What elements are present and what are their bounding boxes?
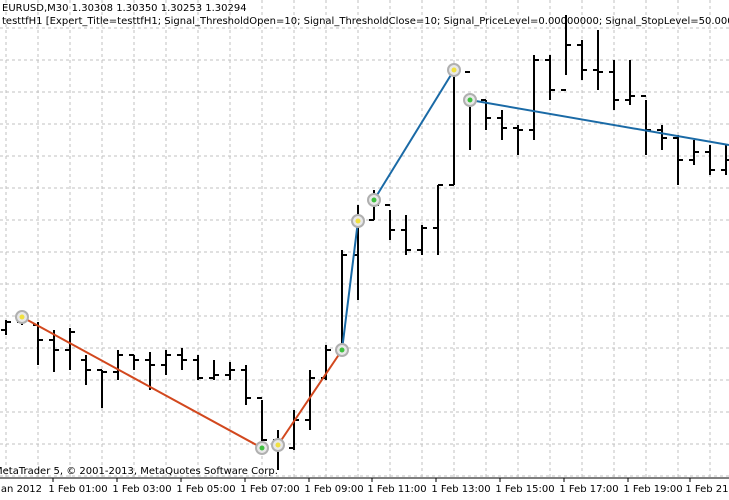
price-bar bbox=[561, 15, 571, 91]
price-bar bbox=[417, 225, 427, 255]
signal-dot bbox=[275, 442, 281, 448]
time-label: 1 Feb 19:00 bbox=[623, 484, 682, 495]
signal-dot bbox=[339, 347, 345, 353]
price-bar bbox=[81, 355, 91, 385]
price-bar bbox=[1, 320, 11, 335]
time-label: 1 Feb 07:00 bbox=[240, 484, 299, 495]
price-bar bbox=[673, 135, 683, 185]
price-bar bbox=[241, 365, 251, 405]
price-bar bbox=[657, 125, 667, 150]
price-bar bbox=[513, 125, 523, 155]
price-bar bbox=[385, 204, 395, 240]
price-bar bbox=[529, 55, 539, 140]
zigzag-down bbox=[277, 349, 343, 446]
price-bar bbox=[545, 55, 555, 100]
price-bar bbox=[705, 145, 715, 175]
time-label: 1 Feb 21:00 bbox=[685, 484, 729, 495]
price-bar bbox=[433, 184, 443, 255]
price-bar bbox=[593, 30, 603, 90]
price-bar bbox=[209, 360, 219, 380]
price-bar bbox=[49, 330, 59, 372]
price-bar bbox=[481, 99, 491, 130]
time-label: 1 Feb 03:00 bbox=[112, 484, 171, 495]
price-bar bbox=[305, 370, 315, 430]
zigzag-up bbox=[373, 69, 455, 201]
time-labels: Jan 2012 1 Feb 01:00 1 Feb 03:00 1 Feb 05:0… bbox=[0, 478, 729, 495]
chart-header: EURUSD,M30 1.30308 1.30350 1.30253 1.302… bbox=[2, 3, 247, 14]
price-bar bbox=[193, 355, 203, 380]
time-label: 1 Feb 13:00 bbox=[431, 484, 490, 495]
signal-dot bbox=[451, 67, 457, 73]
signal-dot bbox=[467, 97, 473, 103]
price-bar bbox=[65, 328, 75, 370]
price-bar bbox=[97, 369, 107, 408]
price-bar bbox=[625, 60, 635, 105]
price-bar bbox=[497, 110, 507, 140]
price-bar bbox=[177, 348, 187, 370]
price-bar bbox=[161, 350, 171, 375]
time-label: 1 Feb 05:00 bbox=[176, 484, 235, 495]
price-bar bbox=[225, 362, 235, 380]
price-bar bbox=[145, 352, 155, 390]
zigzag-up bbox=[469, 99, 729, 146]
signal-dot bbox=[355, 218, 361, 224]
price-bar bbox=[401, 215, 411, 255]
price-bar bbox=[129, 354, 139, 370]
time-label: 1 Feb 15:00 bbox=[495, 484, 554, 495]
price-bar bbox=[689, 140, 699, 165]
grid bbox=[0, 0, 729, 478]
zigzag-down bbox=[21, 316, 263, 449]
time-label: 1 Feb 01:00 bbox=[48, 484, 107, 495]
price-bar bbox=[577, 40, 587, 80]
signal-dot bbox=[19, 314, 25, 320]
price-bar bbox=[113, 350, 123, 380]
signal-markers bbox=[15, 63, 477, 455]
copyright: MetaTrader 5, © 2001-2013, MetaQuotes So… bbox=[0, 466, 278, 477]
zigzag-up bbox=[341, 220, 359, 351]
time-label: Jan 2012 bbox=[0, 484, 42, 495]
time-label: 1 Feb 09:00 bbox=[304, 484, 363, 495]
time-label: 1 Feb 11:00 bbox=[367, 484, 426, 495]
indicator-params: testtfH1 [Expert_Title=testtfH1; Signal_… bbox=[2, 16, 729, 27]
time-label: 1 Feb 17:00 bbox=[559, 484, 618, 495]
signal-dot bbox=[371, 197, 377, 203]
signal-dot bbox=[259, 445, 265, 451]
price-bar bbox=[609, 60, 619, 110]
